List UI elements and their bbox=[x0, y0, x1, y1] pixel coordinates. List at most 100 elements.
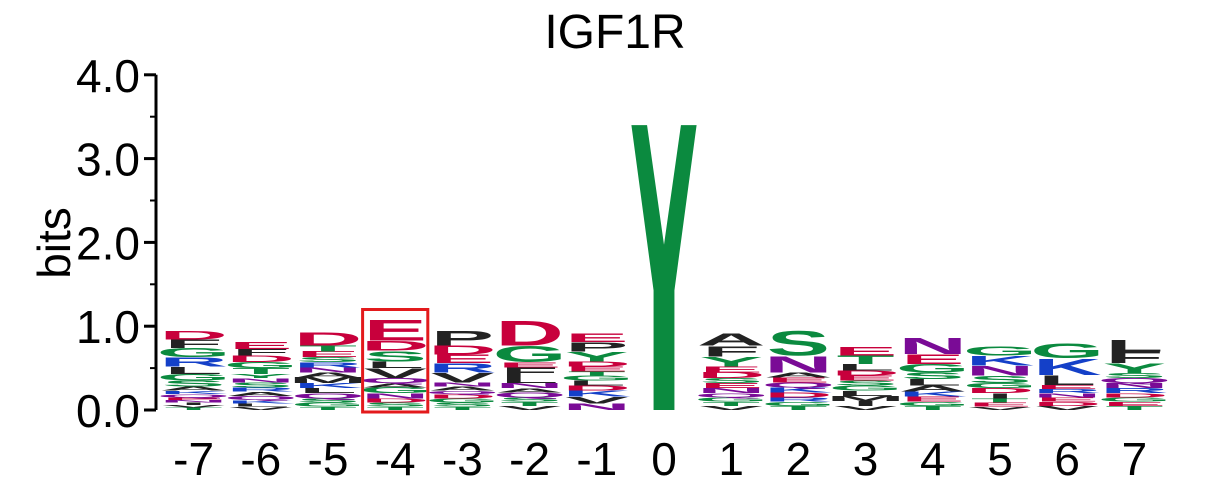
logo-letter-T: T bbox=[366, 406, 424, 411]
logo-letter-E: E bbox=[968, 401, 1031, 408]
logo-letter-K: K bbox=[227, 399, 295, 404]
logo-letter-E: E bbox=[767, 376, 830, 384]
logo-letter-E: E bbox=[901, 395, 964, 403]
logo-letter-E: E bbox=[498, 361, 561, 369]
logo-letter-T: T bbox=[971, 397, 1029, 404]
logo-letter-G: G bbox=[694, 396, 768, 403]
logo-letter-E: E bbox=[1103, 401, 1166, 408]
logo-letter-L: L bbox=[232, 402, 290, 407]
x-tick-label: -6 bbox=[240, 433, 281, 485]
logo-letter-R: R bbox=[764, 396, 833, 403]
logo-letter-Y: Y bbox=[565, 349, 628, 364]
x-tick-label: 7 bbox=[1122, 433, 1148, 485]
logo-letter-L: L bbox=[501, 375, 559, 385]
logo-letter-V: V bbox=[431, 370, 494, 385]
logo-letter-S: S bbox=[700, 377, 763, 385]
logo-letter-D: D bbox=[1033, 401, 1102, 408]
logo-letter-E: E bbox=[364, 314, 427, 347]
logo-letter-V: V bbox=[364, 366, 427, 381]
logo-letter-L: L bbox=[837, 362, 895, 372]
logo-letter-Q: Q bbox=[1098, 377, 1172, 385]
logo-letter-G: G bbox=[157, 372, 231, 382]
logo-letter-V: V bbox=[498, 405, 562, 412]
logo-letter-G: G bbox=[963, 382, 1037, 390]
logo-letter-K: K bbox=[764, 386, 832, 394]
logo-letter-V: V bbox=[565, 395, 628, 405]
logo-letter-G: G bbox=[358, 386, 432, 395]
chart-title: IGF1R bbox=[544, 6, 685, 59]
logo-letter-Y bbox=[631, 125, 697, 410]
x-tick-label: 0 bbox=[651, 433, 677, 485]
logo-letter-D: D bbox=[428, 393, 497, 400]
logo-letter-I: I bbox=[987, 392, 1013, 400]
logo-letter-G: G bbox=[426, 397, 500, 404]
x-tick-label: 2 bbox=[786, 433, 812, 485]
logo-letter-A: A bbox=[159, 386, 228, 393]
logo-letter-G: G bbox=[829, 384, 903, 392]
x-tick-label: 6 bbox=[1054, 433, 1080, 485]
logo-letter-S: S bbox=[901, 371, 964, 381]
logo-letter-V: V bbox=[229, 406, 293, 411]
x-tick-label: 3 bbox=[853, 433, 879, 485]
logo-letter-D: D bbox=[159, 329, 227, 342]
logo-letter-Q: Q bbox=[358, 377, 432, 385]
logo-letter-N: N bbox=[495, 382, 563, 390]
logo-letter-L: L bbox=[1038, 372, 1096, 387]
logo-letter-E: E bbox=[700, 365, 763, 374]
y-tick-label: 0.0 bbox=[76, 385, 140, 437]
logo-letter-A: A bbox=[361, 382, 430, 389]
logo-letter-F: F bbox=[702, 343, 760, 360]
logo-letter-M: M bbox=[289, 376, 368, 385]
logo-letter-Y: Y bbox=[1103, 361, 1166, 376]
x-tick-label: -7 bbox=[173, 433, 214, 485]
logo-letter-F: F bbox=[232, 347, 290, 357]
logo-letter-V: V bbox=[834, 405, 898, 412]
logo-letter-L: L bbox=[568, 379, 626, 387]
logo-letter-T: T bbox=[837, 354, 895, 367]
logo-letter-N: N bbox=[966, 363, 1034, 378]
logo-letter-L: L bbox=[299, 387, 357, 395]
x-tick-label: -1 bbox=[576, 433, 617, 485]
logo-letter-E: E bbox=[834, 374, 897, 382]
logo-letter-S: S bbox=[968, 374, 1031, 386]
logo-letter-V: V bbox=[968, 406, 1032, 411]
logo-letter-N: N bbox=[1033, 392, 1102, 399]
logo-letter-Q: Q bbox=[694, 392, 768, 399]
logo-letter-Q: Q bbox=[291, 392, 365, 400]
x-tick-label: -3 bbox=[442, 433, 483, 485]
logo-letter-R: R bbox=[227, 386, 296, 393]
logo-letter-R: R bbox=[428, 361, 496, 375]
logo-letter-Q: Q bbox=[224, 395, 298, 402]
logo-letter-S: S bbox=[229, 381, 292, 389]
logo-letter-D: D bbox=[227, 354, 295, 364]
logo-letters: TVINEQKASGLRGFDVLKQARSNYTGDFETGSQLKMANRS… bbox=[157, 125, 1172, 412]
logo-letter-S: S bbox=[364, 401, 427, 408]
logo-letter-Q: Q bbox=[157, 393, 231, 398]
logo-letter-D: D bbox=[1100, 392, 1169, 399]
logo-letter-T: T bbox=[433, 406, 491, 411]
logo-letter-K: K bbox=[899, 390, 967, 398]
logo-letter-A: A bbox=[227, 391, 296, 398]
logo-letter-L: L bbox=[1105, 337, 1163, 355]
logo-letter-N: N bbox=[1100, 382, 1168, 390]
y-tick-label: 1.0 bbox=[76, 301, 140, 353]
logo-letter-S: S bbox=[767, 324, 830, 363]
logo-letter-G: G bbox=[1030, 339, 1104, 363]
logo-letter-E: E bbox=[1036, 384, 1099, 391]
logo-letter-E: E bbox=[565, 365, 628, 373]
logo-letter-D: D bbox=[697, 371, 765, 380]
logo-letter-D: D bbox=[361, 397, 430, 404]
logo-letter-D: D bbox=[294, 329, 362, 350]
logo-letter-N: N bbox=[227, 377, 296, 384]
logo-letter-A: A bbox=[899, 384, 967, 393]
highlight-box bbox=[361, 307, 430, 414]
logo-letter-N: N bbox=[294, 366, 362, 374]
logo-letter-V: V bbox=[162, 404, 226, 408]
logo-letter-E: E bbox=[901, 352, 964, 367]
logo-letter-G: G bbox=[762, 401, 836, 408]
logo-letter-Q: Q bbox=[426, 390, 500, 395]
logo-letter-S: S bbox=[1103, 372, 1166, 380]
logo-letter-D: D bbox=[563, 360, 631, 368]
x-tick-label: 1 bbox=[718, 433, 744, 485]
